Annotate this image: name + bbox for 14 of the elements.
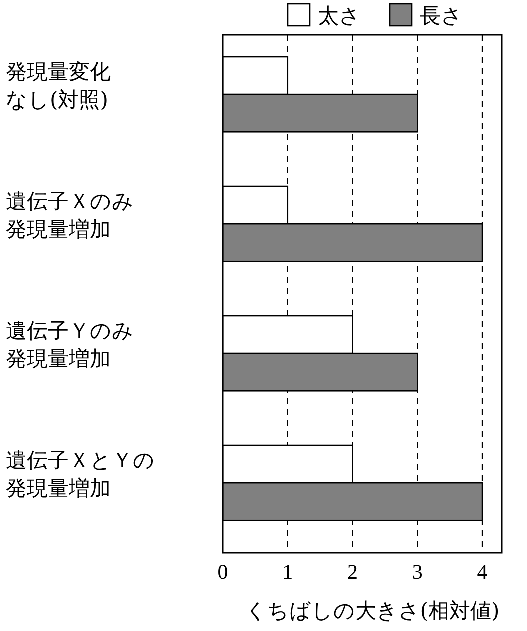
- x-tick-label: 2: [348, 560, 358, 584]
- y-tick-label: 遺伝子Ｙのみ発現量増加: [6, 319, 134, 372]
- y-tick-label: 遺伝子Ｘのみ発現量増加: [6, 190, 134, 242]
- x-tick-label: 1: [282, 560, 294, 584]
- legend-item: 太さ: [287, 3, 361, 28]
- y-tick-label: 遺伝子ＸとＹの発現量増加: [6, 448, 155, 501]
- x-tick-label: 3: [412, 560, 423, 584]
- y-tick-label: 発現量変化なし(対照): [6, 60, 111, 112]
- legend-label: 長さ: [420, 4, 463, 28]
- legend-label: 太さ: [318, 4, 361, 28]
- legend-item: 長さ: [389, 3, 463, 28]
- x-tick-label: 0: [218, 560, 228, 584]
- x-tick-label: 4: [477, 560, 488, 584]
- x-axis-title: くちばしの大きさ(相対値): [245, 599, 500, 623]
